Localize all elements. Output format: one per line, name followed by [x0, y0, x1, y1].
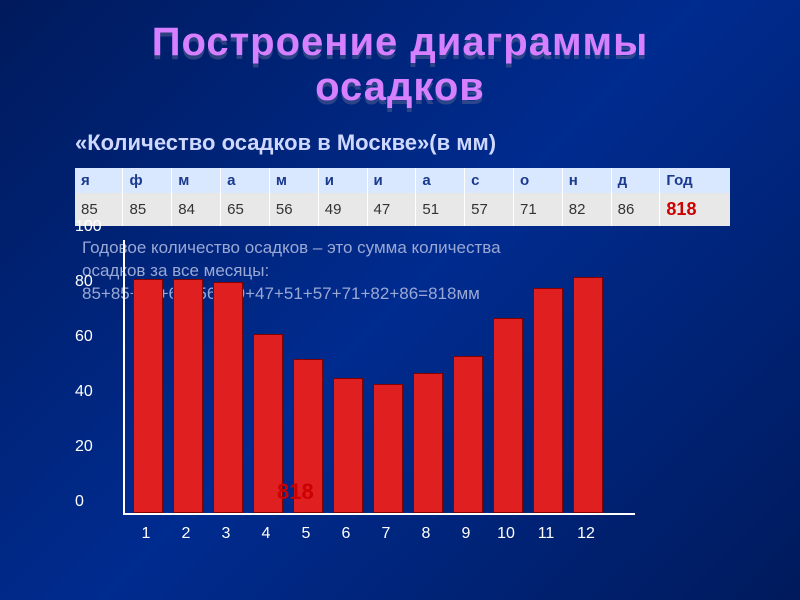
chart-total-label: 818 — [277, 479, 314, 505]
x-tick-label: 2 — [182, 525, 191, 543]
plot-area — [123, 240, 635, 515]
x-tick-label: 5 — [302, 525, 311, 543]
table-data-cell: 49 — [318, 193, 367, 226]
x-tick-label: 1 — [142, 525, 151, 543]
table-data-cell: 65 — [221, 193, 270, 226]
x-tick-label: 7 — [382, 525, 391, 543]
x-tick-label: 9 — [462, 525, 471, 543]
x-tick-label: 4 — [262, 525, 271, 543]
table-data-cell: 51 — [416, 193, 465, 226]
table-header-cell: д — [611, 168, 660, 193]
x-axis: 123456789101112 — [123, 525, 635, 550]
table-data-cell: 47 — [367, 193, 416, 226]
chart-bar — [213, 282, 243, 513]
x-tick-label: 6 — [342, 525, 351, 543]
table-header-cell: с — [465, 168, 514, 193]
x-tick-label: 3 — [222, 525, 231, 543]
precipitation-table: яфмамииасондГод 858584655649475157718286… — [75, 168, 730, 226]
x-tick-label: 12 — [577, 525, 595, 543]
chart-bar — [413, 373, 443, 513]
chart-bar — [133, 279, 163, 513]
chart-bar — [533, 288, 563, 514]
table-header-cell: Год — [660, 168, 730, 193]
slide-title: Построение диаграммыосадков Построение д… — [0, 20, 800, 110]
table-header-cell: я — [75, 168, 123, 193]
table-data-cell: 84 — [172, 193, 221, 226]
chart-bar — [453, 356, 483, 513]
y-tick-label: 0 — [75, 493, 84, 511]
y-tick-label: 20 — [75, 438, 93, 456]
chart-bar — [573, 277, 603, 514]
table-data-cell: 71 — [513, 193, 562, 226]
y-tick-label: 60 — [75, 328, 93, 346]
table-data-cell: 57 — [465, 193, 514, 226]
y-tick-label: 80 — [75, 273, 93, 291]
table-header-cell: а — [221, 168, 270, 193]
table-header-cell: и — [367, 168, 416, 193]
chart-bar — [333, 378, 363, 513]
chart-bar — [373, 384, 403, 513]
table-header-cell: м — [269, 168, 318, 193]
y-axis: 020406080100 — [75, 240, 115, 520]
table-data-cell: 86 — [611, 193, 660, 226]
table-data-cell: 56 — [269, 193, 318, 226]
table-data-cell: 82 — [562, 193, 611, 226]
y-tick-label: 100 — [75, 218, 102, 236]
table-header-cell: а — [416, 168, 465, 193]
chart-bar — [173, 279, 203, 513]
table-data-cell: 85 — [123, 193, 172, 226]
table-data-cell: 818 — [660, 193, 730, 226]
bar-chart: 020406080100 123456789101112 818 — [75, 240, 635, 560]
table-header-cell: о — [513, 168, 562, 193]
table-header-cell: и — [318, 168, 367, 193]
table-header-cell: ф — [123, 168, 172, 193]
table-header-cell: н — [562, 168, 611, 193]
chart-bar — [493, 318, 523, 513]
x-tick-label: 8 — [422, 525, 431, 543]
x-tick-label: 10 — [497, 525, 515, 543]
title-main: Построение диаграммыосадков — [0, 20, 800, 110]
y-tick-label: 40 — [75, 383, 93, 401]
subtitle: «Количество осадков в Москве»(в мм) — [75, 130, 496, 156]
x-tick-label: 11 — [538, 525, 555, 543]
table-header-cell: м — [172, 168, 221, 193]
